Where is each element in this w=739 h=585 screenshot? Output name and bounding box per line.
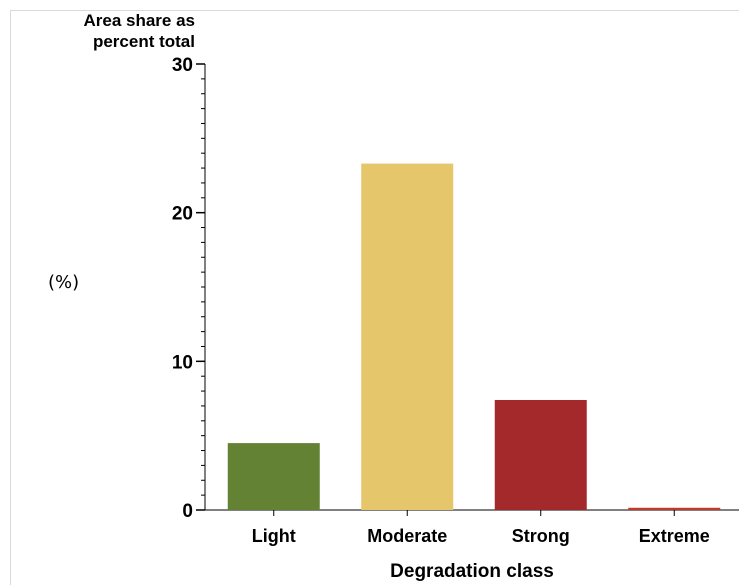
y-tick-label: 30 [172, 55, 193, 76]
x-tick-label: Extreme [639, 526, 710, 546]
bar-strong [494, 399, 587, 510]
y-tick-label: 10 [172, 352, 193, 373]
y-tick-label: 20 [172, 204, 193, 225]
y-tick-label: 0 [182, 501, 193, 522]
bar-extreme [628, 507, 721, 510]
chart-frame [10, 10, 739, 585]
y-axis-title-line2: percent total [92, 32, 195, 51]
x-tick-label: Moderate [367, 526, 447, 546]
bar-moderate [361, 163, 454, 510]
x-tick-label: Strong [512, 526, 570, 546]
y-axis-title-line1: Area share as [83, 11, 195, 30]
bar-light [227, 443, 320, 510]
x-tick-label: Light [252, 526, 296, 546]
y-axis-unit-label: (%) [48, 272, 80, 293]
x-axis-title: Degradation class [390, 561, 554, 582]
